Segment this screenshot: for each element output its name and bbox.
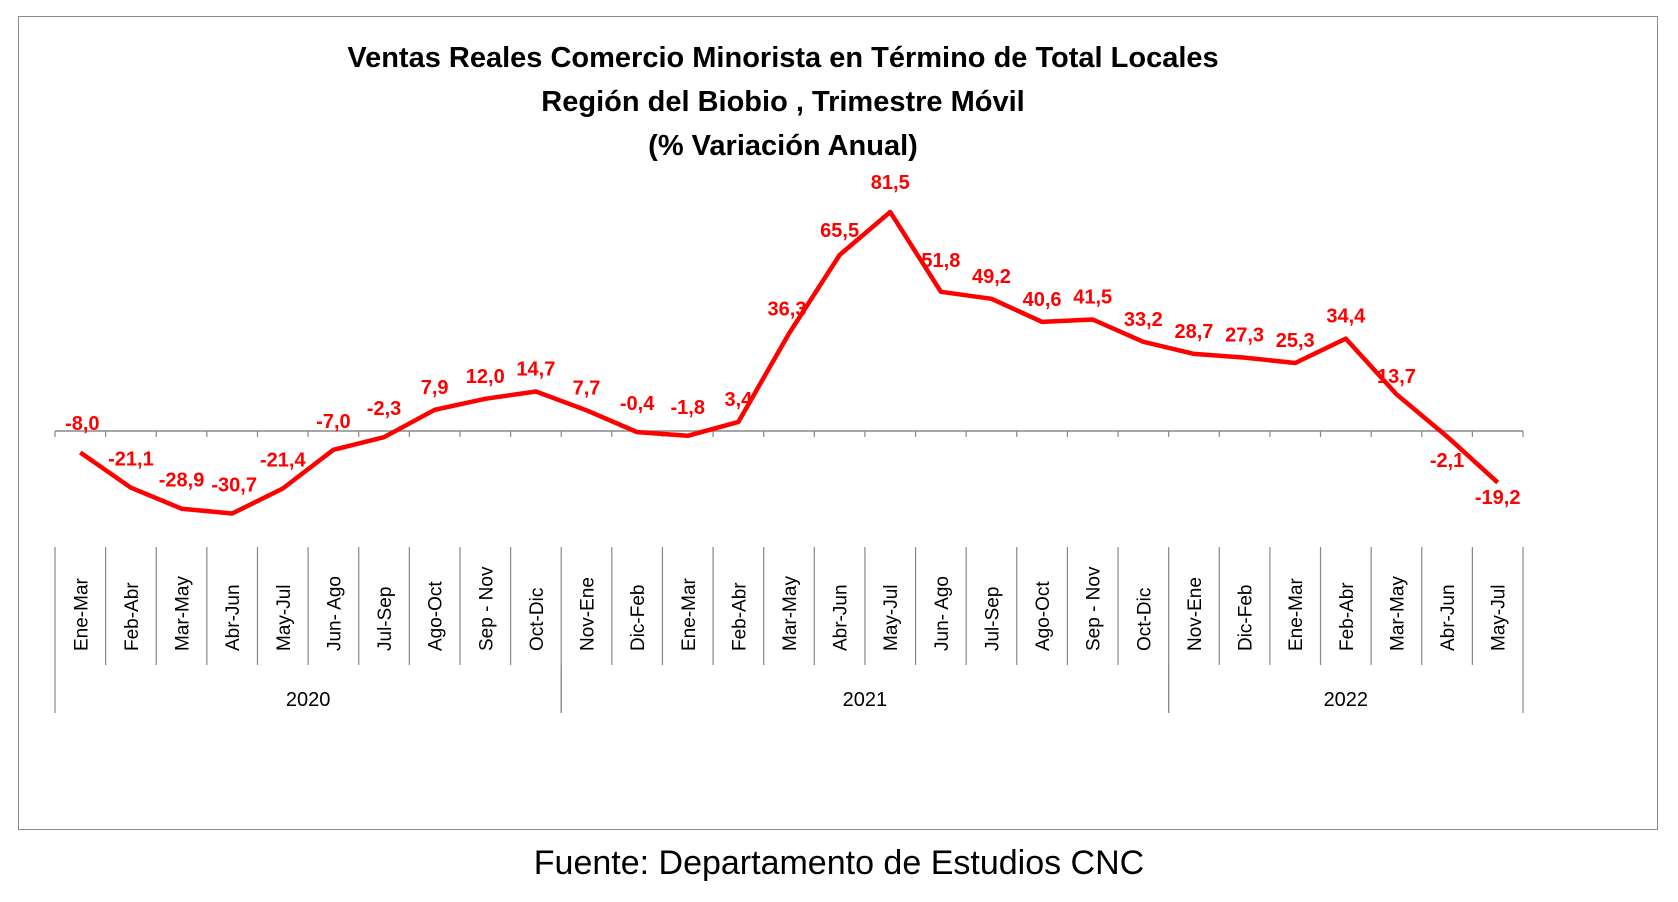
data-label: -28,9 [159,470,205,492]
chart-frame: Ventas Reales Comercio Minorista en Térm… [18,16,1658,830]
category-tick-label: Mar-May [780,576,801,651]
data-label: 36,3 [768,298,807,320]
category-tick-label: Nov-Ene [578,577,599,651]
data-label: 7,9 [421,377,449,399]
data-label: 41,5 [1073,286,1112,308]
category-tick-label: Abr-Jun [223,584,244,651]
category-tick-label: Feb-Abr [729,582,750,651]
year-label: 2020 [286,689,331,711]
chart-title: Ventas Reales Comercio Minorista en Térm… [347,42,1218,74]
data-label: 34,4 [1326,306,1366,328]
axis-layer [54,430,1524,437]
year-label: 2022 [1324,689,1369,711]
category-tick-label: Abr-Jun [1438,584,1459,651]
category-tick-label: Oct-Dic [1134,588,1155,651]
data-label: 12,0 [466,366,505,388]
data-label: 25,3 [1276,330,1315,352]
category-tick-label: Jul-Sep [982,587,1003,651]
chart-subtitle: Región del Biobio , Trimestre Móvil [541,86,1024,118]
category-tick-label: Ene-Mar [679,577,700,651]
category-tick-label: Ene-Mar [71,577,92,651]
data-label: -21,1 [108,449,154,471]
data-label: 51,8 [921,250,960,272]
category-tick-label: Dic-Feb [628,584,649,651]
category-tick-label: Feb-Abr [1337,582,1358,651]
series-layer [79,209,1500,516]
category-tick-label: May-Jul [274,584,295,651]
category-tick-label: Feb-Abr [122,582,143,651]
source-note: Fuente: Departamento de Estudios CNC [533,844,1145,882]
year-label: 2021 [843,689,888,711]
chart-unit: (% Variación Anual) [648,130,918,162]
category-tick-label: Nov-Ene [1185,577,1206,651]
category-tick-label: Jun- Ago [324,576,345,651]
category-tick-label: Mar-May [173,576,194,651]
data-label: 3,4 [724,389,753,411]
category-tick-label: May-Jul [881,584,902,651]
data-label: 33,2 [1124,309,1163,331]
data-label: 27,3 [1225,325,1264,347]
data-label: -2,3 [367,398,401,420]
data-label: 65,5 [820,220,859,242]
data-label: -0,4 [620,393,655,415]
category-tick-label: Ago-Oct [426,581,447,651]
data-label: 14,7 [516,358,555,380]
data-label: 28,7 [1174,321,1213,343]
category-tick-label: Mar-May [1387,576,1408,651]
category-tick-label: Ene-Mar [1286,577,1307,651]
data-label: -1,8 [671,397,705,419]
category-axis: Ene-Mar Feb-Abr Mar-May Abr-Jun May-Jul Jun- … [54,547,1524,713]
category-tick-label: Jun- Ago [932,576,953,651]
category-tick-label: Dic-Feb [1236,584,1257,651]
category-tick-label: Sep - Nov [1084,566,1105,651]
data-label-layer: -8,0 -21,1-28,9 -30,7-21,4 -7,0 -2,3 7,9 12,0 1… [65,172,1520,509]
category-tick-label: Ago-Oct [1033,581,1054,651]
data-label: 81,5 [871,172,910,194]
data-label: 49,2 [972,266,1011,288]
category-tick-label: Oct-Dic [527,588,548,651]
data-label: 7,7 [573,377,601,399]
category-tick-label: Jul-Sep [375,587,396,651]
category-tick-label: Sep - Nov [476,566,497,651]
data-label: -2,1 [1430,450,1464,472]
data-label: 13,7 [1377,366,1416,388]
data-label: -19,2 [1475,487,1521,509]
data-label: -21,4 [260,450,306,472]
series-line [79,209,1500,516]
chart: Ventas Reales Comercio Minorista en Térm… [54,42,1524,713]
category-tick-label: May-Jul [1489,584,1510,651]
category-tick-label: Abr-Jun [831,584,852,651]
data-label: -8,0 [65,413,99,435]
data-label: -30,7 [211,474,257,496]
data-label: -7,0 [316,411,350,433]
data-label: 40,6 [1023,289,1062,311]
